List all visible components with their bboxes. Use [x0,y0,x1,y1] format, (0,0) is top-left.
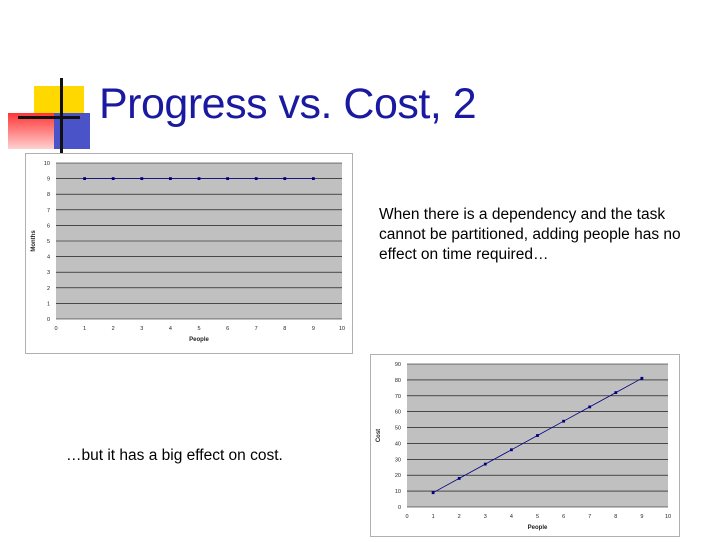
cost-chart-x-tick-label: 10 [665,514,671,520]
cost-chart-x-tick-label: 2 [458,514,461,520]
chart-months-svg: 0 1 2 3 4 5 6 7 8 9 10 0 1 2 3 4 5 6 7 8 9 10 People Months [25,153,353,354]
chart-months-vs-people: 0 1 2 3 4 5 6 7 8 9 10 0 1 2 3 4 5 6 7 8 9 10 People Months [25,153,353,354]
months-chart-x-axis-label: People [189,337,209,343]
months-chart-x-tick-label: 10 [339,326,345,332]
slide-title: Progress vs. Cost, 2 [99,80,477,128]
cost-chart-data-point [431,491,435,495]
cost-chart-data-point [588,405,592,409]
months-chart-x-tick-label: 9 [312,326,315,332]
months-chart-data-point [169,177,172,180]
months-chart-x-tick-label: 1 [83,326,86,332]
months-chart-data-point [197,177,201,180]
cost-chart-x-tick-label: 4 [510,514,513,520]
cost-chart-data-point [510,448,513,452]
months-chart-data-point [283,177,287,180]
months-chart-y-tick-label: 6 [47,223,50,229]
cost-chart-data-point [536,434,539,437]
cost-chart-y-tick-label: 70 [395,394,401,400]
months-chart-x-tick-label: 5 [197,326,200,332]
months-chart-y-tick-label: 4 [47,255,50,261]
cost-chart-data-point [483,462,487,466]
months-chart-x-tick-label: 4 [169,326,172,332]
cost-chart-x-tick-label: 1 [432,514,435,520]
months-chart-y-tick-label: 8 [47,192,50,198]
cost-chart-y-tick-label: 90 [395,362,401,368]
months-chart-x-tick-label: 7 [255,326,258,332]
months-chart-x-tick-label: 0 [54,326,57,332]
cost-chart-y-tick-label: 0 [398,505,401,511]
months-chart-x-tick-label: 3 [140,326,143,332]
months-chart-y-tick-label: 1 [47,301,50,307]
months-chart-y-tick-label: 3 [47,270,50,276]
months-chart-data-point [226,177,229,180]
months-chart-data-point [254,177,258,180]
cost-chart-data-point [640,376,644,380]
caption-dependency: When there is a dependency and the task … [379,206,681,263]
caption-cost-effect: …but it has a big effect on cost. [66,447,283,464]
months-chart-y-tick-label: 2 [47,286,50,292]
months-chart-y-axis-label: Months [31,230,37,252]
cost-chart-y-tick-label: 20 [395,473,401,479]
cost-chart-x-tick-label: 8 [614,514,617,520]
months-chart-data-point [312,177,315,180]
cost-chart-x-tick-label: 3 [484,514,487,520]
cost-chart-data-point [457,477,461,480]
cost-chart-y-tick-label: 30 [395,457,401,463]
cost-chart-data-point [562,419,565,423]
months-chart-x-tick-label: 6 [226,326,229,332]
chart-cost-vs-people: 0 10 20 30 40 50 60 70 80 90 0 1 2 3 4 5 6 7 8 9 10 People Cos… [370,354,680,537]
months-chart-y-tick-label: 0 [47,317,50,323]
months-chart-x-tick-label: 2 [112,326,115,332]
months-chart-y-tick-label: 9 [47,177,50,183]
months-chart-y-tick-label: 7 [47,208,50,214]
cost-chart-y-tick-label: 80 [395,378,401,384]
months-chart-x-tick-label: 8 [283,326,286,332]
cost-chart-x-tick-label: 9 [640,514,643,520]
decor-horizontal-line [18,116,80,119]
months-chart-data-point [111,177,115,180]
cost-chart-x-tick-label: 6 [562,514,565,520]
decor-red-square [8,113,56,149]
months-chart-y-tick-label: 10 [44,161,50,167]
chart-cost-svg: 0 10 20 30 40 50 60 70 80 90 0 1 2 3 4 5 6 7 8 9 10 People Cos… [370,354,680,537]
months-chart-data-point [140,177,144,180]
months-chart-data-point [83,177,86,180]
cost-chart-x-tick-label: 5 [536,514,539,520]
cost-chart-x-tick-label: 7 [588,514,591,520]
cost-chart-y-axis-label: Cost [376,429,382,442]
cost-chart-y-tick-label: 40 [395,441,401,447]
months-chart-y-tick-label: 5 [47,239,50,245]
cost-chart-y-tick-label: 60 [395,410,401,416]
cost-chart-y-tick-label: 50 [395,426,401,432]
cost-chart-y-tick-label: 10 [395,489,401,495]
cost-chart-data-point [614,391,618,394]
cost-chart-x-axis-label: People [528,525,548,531]
cost-chart-x-tick-label: 0 [405,514,408,520]
